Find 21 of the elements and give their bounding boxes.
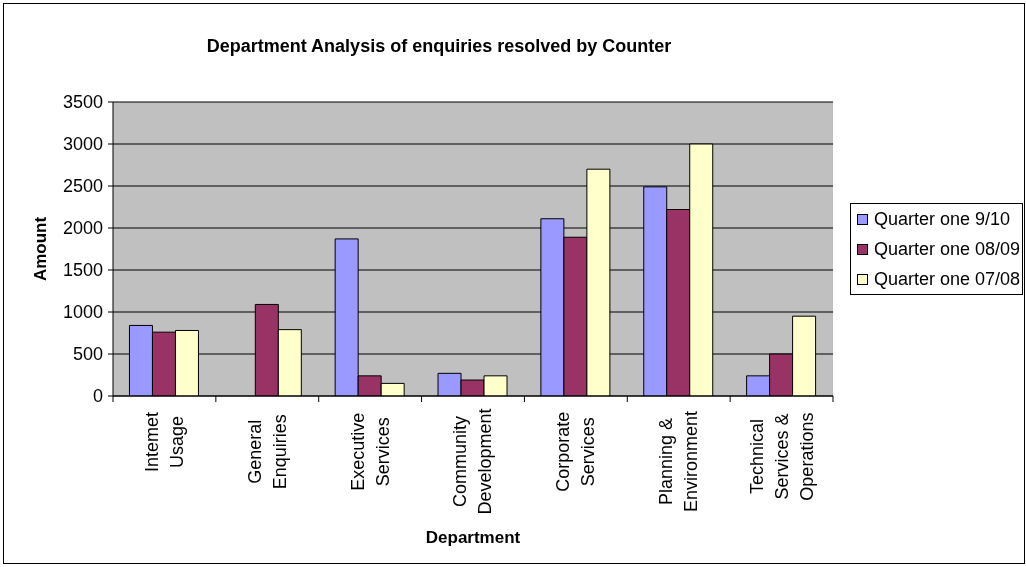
x-tick-label: General Enquiries	[244, 414, 290, 490]
x-tick-label: Planning & Environment	[656, 410, 702, 512]
chart-title: Department Analysis of enquiries resolved by Counter	[205, 36, 673, 57]
legend-label: Quarter one 07/08	[874, 268, 1021, 290]
y-tick-label: 1500	[62, 260, 103, 281]
y-tick-label: 3500	[62, 92, 103, 113]
y-tick-label: 1000	[62, 302, 103, 323]
x-tick-label: Technical Services & Operations	[746, 412, 817, 501]
x-tick-label: Corporate Services	[553, 411, 599, 492]
y-tick-label: 0	[92, 386, 103, 407]
y-tick-label: 3000	[62, 134, 103, 155]
x-tick-label: Community Development	[450, 408, 496, 515]
legend-label: Quarter one 9/10	[874, 208, 1011, 230]
x-tick-label: Intemet Usage	[141, 412, 187, 473]
legend-label: Quarter one 08/09	[874, 238, 1021, 260]
y-tick-label: 500	[72, 344, 103, 365]
y-tick-label: 2500	[62, 176, 103, 197]
y-tick-label: 2000	[62, 218, 103, 239]
y-axis-title: Amount	[30, 216, 50, 282]
x-axis-title: Department	[425, 527, 521, 547]
x-tick-label: Executive Services	[347, 412, 393, 491]
